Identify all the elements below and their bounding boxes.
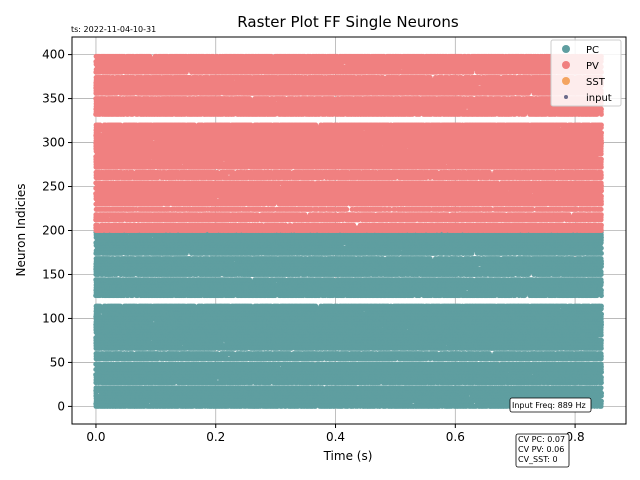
spike-point <box>320 385 325 390</box>
spike-point <box>599 385 604 390</box>
spike-points <box>93 54 604 409</box>
spike-row <box>94 385 604 390</box>
chart-title: Raster Plot FF Single Neurons <box>237 13 459 31</box>
